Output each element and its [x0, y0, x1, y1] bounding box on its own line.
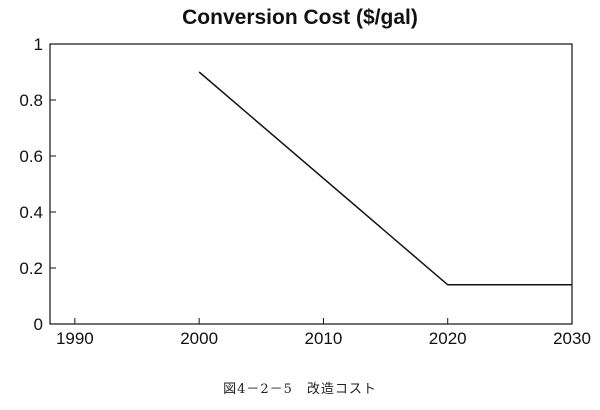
x-tick-label: 2000 — [180, 329, 218, 348]
x-tick-label: 2030 — [553, 329, 591, 348]
y-tick-label: 1 — [34, 35, 43, 54]
series-line — [198, 71, 572, 286]
axes — [49, 43, 573, 325]
figure-caption: 図4－2－5 改造コスト — [223, 382, 377, 397]
plot-frame — [49, 43, 573, 325]
y-tick-label: 0.2 — [19, 259, 43, 278]
series — [198, 71, 572, 286]
ticks: 1990 2000 2010 2020 2030 0 0.2 0.4 0.6 0.8 1 — [19, 35, 591, 348]
chart-title: Conversion Cost ($/gal) — [182, 6, 418, 29]
y-tick-label: 0 — [34, 315, 43, 334]
x-tick-label: 1990 — [56, 329, 94, 348]
x-tick-label: 2020 — [429, 329, 467, 348]
y-tick-label: 0.8 — [19, 91, 43, 110]
y-tick-label: 0.6 — [19, 147, 43, 166]
x-tick-label: 2010 — [305, 329, 343, 348]
y-tick-label: 0.4 — [19, 203, 43, 222]
